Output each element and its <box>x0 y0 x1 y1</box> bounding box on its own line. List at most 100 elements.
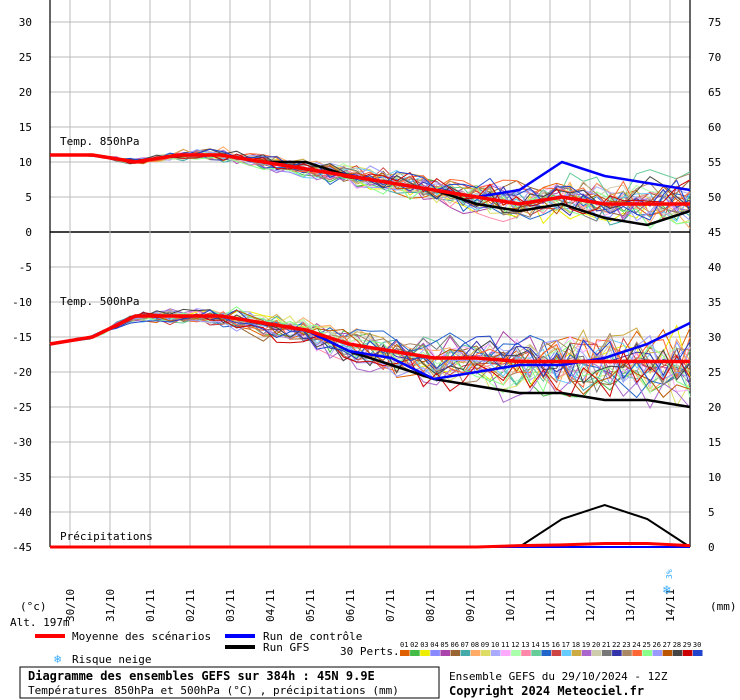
member-legend-swatch <box>612 650 622 656</box>
legend-perts-label: 30 Perts. <box>340 645 400 658</box>
left-tick-label: 30 <box>19 16 32 29</box>
altitude-label: Alt. 197m <box>10 616 70 629</box>
date-tick-label: 08/11 <box>424 589 437 622</box>
member-legend-swatch <box>672 650 683 656</box>
member-legend-number: 17 <box>562 641 570 649</box>
member-legend-number: 25 <box>642 641 650 649</box>
right-tick-label: 30 <box>708 331 721 344</box>
member-legend-swatch <box>682 650 693 656</box>
member-legend-number: 05 <box>440 641 448 649</box>
member-legend-number: 12 <box>511 641 519 649</box>
date-tick-label: 03/11 <box>224 589 237 622</box>
left-tick-label: 10 <box>19 156 32 169</box>
right-tick-label: 35 <box>708 296 721 309</box>
legend-snowflake-icon: ❄ <box>54 652 61 666</box>
member-legend-swatch <box>692 650 703 656</box>
date-tick-label: 01/11 <box>144 589 157 622</box>
date-tick-label: 06/11 <box>344 589 357 622</box>
left-tick-label: -30 <box>12 436 32 449</box>
member-legend-number: 28 <box>673 641 681 649</box>
t850-label: Temp. 850hPa <box>60 135 139 148</box>
date-tick-label: 14/11 <box>664 589 677 622</box>
left-tick-label: -20 <box>12 366 32 379</box>
right-tick-label: 20 <box>708 401 721 414</box>
left-tick-label: -25 <box>12 401 32 414</box>
legend-mean-label: Moyenne des scénarios <box>72 630 211 643</box>
chart-title: Diagramme des ensembles GEFS sur 384h : … <box>28 669 375 683</box>
right-tick-label: 10 <box>708 471 721 484</box>
left-tick-label: -40 <box>12 506 32 519</box>
member-legend-swatch <box>581 650 592 656</box>
member-legend-swatch <box>551 650 562 656</box>
member-legend-number: 23 <box>622 641 630 649</box>
member-legend-number: 09 <box>481 641 489 649</box>
member-legend-swatch <box>652 650 663 656</box>
date-tick-label: 30/10 <box>64 589 77 622</box>
member-color-legend: 01 02 03 04 05 06 07 08 09 10 11 12 13 14 15 16 17 18 19 20… <box>400 641 703 656</box>
right-tick-label: 70 <box>708 51 721 64</box>
member-legend-swatch <box>430 650 440 656</box>
t850-mean-line <box>50 153 690 206</box>
date-tick-label: 02/11 <box>184 589 197 622</box>
right-tick-label: 60 <box>708 121 721 134</box>
left-tick-label: -45 <box>12 541 32 554</box>
member-line <box>49 308 691 384</box>
member-legend-swatch <box>541 650 551 656</box>
title-box <box>19 666 440 699</box>
member-legend-swatch <box>460 650 471 656</box>
right-tick-label: 0 <box>708 541 715 554</box>
member-legend-swatch <box>420 650 430 656</box>
member-legend-swatch <box>501 650 511 656</box>
member-legend-number: 27 <box>663 641 671 649</box>
left-tick-label: -35 <box>12 471 32 484</box>
member-legend-swatch <box>662 650 673 656</box>
left-tick-label: -10 <box>12 296 32 309</box>
member-legend-swatch <box>410 650 420 656</box>
t500-label: Temp. 500hPa <box>60 295 139 308</box>
right-tick-label: 25 <box>708 366 721 379</box>
member-legend-swatch <box>561 650 572 656</box>
member-legend-number: 20 <box>592 641 600 649</box>
member-legend-number: 15 <box>541 641 549 649</box>
member-legend-number: 07 <box>461 641 469 649</box>
member-legend-number: 16 <box>552 641 560 649</box>
member-legend-number: 18 <box>572 641 580 649</box>
legend-control-label: Run de contrôle <box>263 630 362 643</box>
member-legend-swatch <box>521 650 531 656</box>
member-legend-number: 11 <box>501 641 509 649</box>
left-tick-label: 5 <box>25 191 32 204</box>
member-legend-number: 24 <box>632 641 640 649</box>
date-tick-label: 07/11 <box>384 589 397 622</box>
member-legend-number: 10 <box>491 641 499 649</box>
member-legend-swatch <box>622 650 632 656</box>
date-tick-label: 04/11 <box>264 589 277 622</box>
date-tick-label: 13/11 <box>624 589 637 622</box>
date-tick-label: 10/11 <box>504 589 517 622</box>
left-tick-label: 25 <box>19 51 32 64</box>
date-tick-label: 05/11 <box>304 589 317 622</box>
date-tick-label: 12/11 <box>584 589 597 622</box>
member-legend-number: 04 <box>430 641 438 649</box>
member-legend-swatch <box>450 650 461 656</box>
right-tick-label: 15 <box>708 436 721 449</box>
member-legend-number: 03 <box>420 641 428 649</box>
left-tick-label: 15 <box>19 121 32 134</box>
right-unit: (mm) <box>710 600 737 613</box>
member-legend-number: 26 <box>653 641 661 649</box>
right-tick-label: 65 <box>708 86 721 99</box>
date-tick-label: 11/11 <box>544 589 557 622</box>
member-legend-swatch <box>632 650 642 656</box>
right-tick-label: 40 <box>708 261 721 274</box>
member-legend-swatch <box>490 650 501 656</box>
member-legend-swatch <box>480 650 491 656</box>
member-legend-swatch <box>440 650 450 656</box>
member-legend-swatch <box>602 650 612 656</box>
member-legend-number: 08 <box>471 641 479 649</box>
member-line <box>49 151 691 217</box>
member-legend-number: 13 <box>521 641 529 649</box>
member-legend-swatch <box>571 650 582 656</box>
copyright: Copyright 2024 Meteociel.fr <box>449 684 644 698</box>
run-info: Ensemble GEFS du 29/10/2024 - 12Z <box>449 670 668 683</box>
